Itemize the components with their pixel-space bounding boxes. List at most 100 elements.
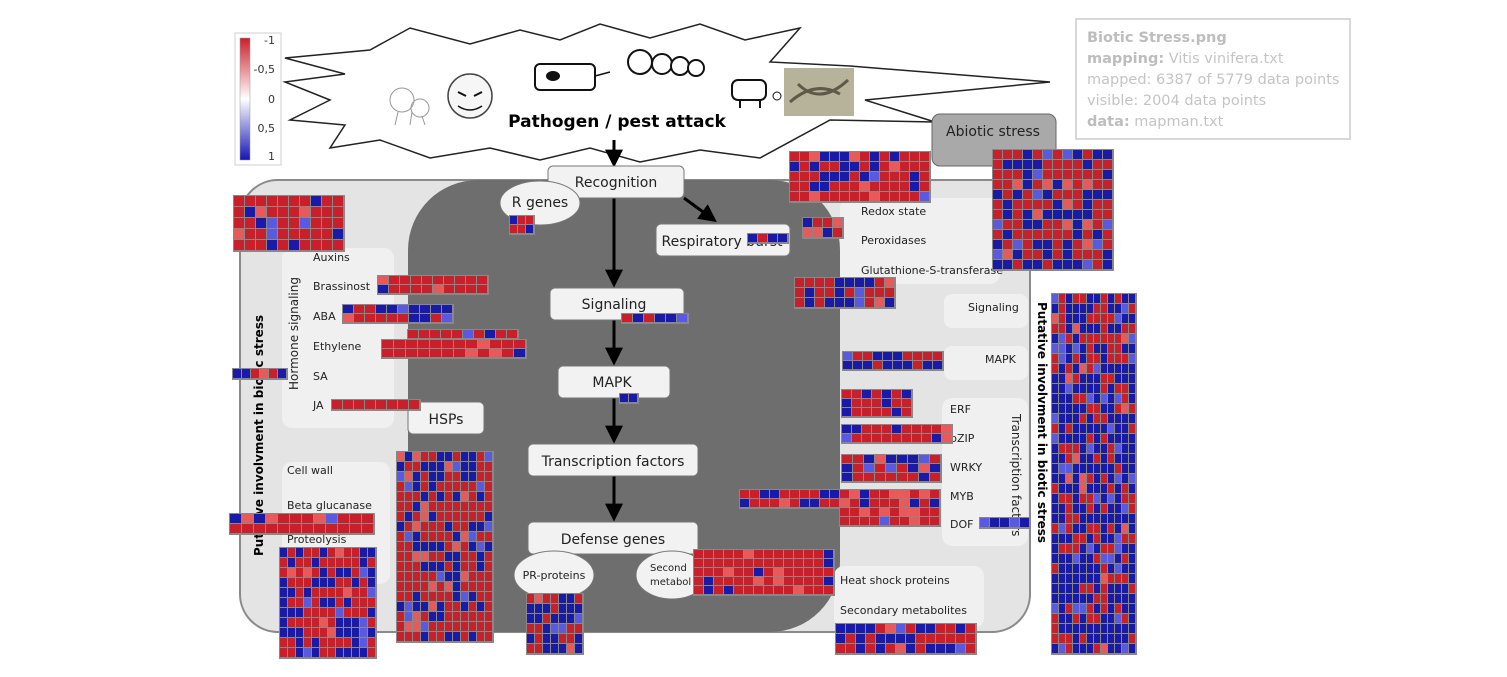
heatmap-cell xyxy=(477,492,484,501)
heatmap-cell xyxy=(575,644,582,653)
heatmap-cell xyxy=(910,172,919,181)
heatmap-cell xyxy=(1094,424,1100,433)
heatmap-cell xyxy=(897,455,907,463)
heatmap-cell xyxy=(314,514,325,523)
heatmap-cell xyxy=(312,558,319,567)
heatmap-cell xyxy=(813,218,822,227)
heatmap-cell xyxy=(1129,384,1135,393)
redox-panel xyxy=(840,198,1000,284)
heatmap-cell xyxy=(477,522,484,531)
heatmap-cell xyxy=(900,499,909,507)
heatmap-cell xyxy=(1063,260,1072,269)
heatmap-cell xyxy=(1073,534,1079,543)
heatmap-cell xyxy=(397,502,404,511)
heatmap-cell xyxy=(280,648,287,657)
heatmap-cell xyxy=(445,492,452,501)
heatmap-cell xyxy=(1066,484,1072,493)
heatmap-cell xyxy=(1129,554,1135,563)
heatmap-cell xyxy=(474,330,484,338)
heatmap-cell xyxy=(1080,464,1086,473)
heatmap-cell xyxy=(1052,394,1058,403)
heatmap-cell xyxy=(1003,240,1012,249)
heatmap-cell xyxy=(860,490,869,498)
heatmap-cell xyxy=(288,648,295,657)
heatmap-cell xyxy=(382,349,393,357)
heatmap-cell xyxy=(1013,180,1022,189)
heatmap-cell xyxy=(920,172,929,181)
heatmap-cell xyxy=(916,624,925,633)
heatmap-cell xyxy=(864,464,874,472)
heatmap-cell xyxy=(336,558,343,567)
heatmap-cell xyxy=(477,462,484,471)
heatmap-cell xyxy=(850,182,859,191)
heatmap-cell xyxy=(418,340,429,348)
heatmap-cell xyxy=(803,218,812,227)
heatmap-cell xyxy=(343,400,353,409)
heatmap-cell xyxy=(575,634,582,643)
heatmap-cell xyxy=(770,490,779,498)
heatmap-cell xyxy=(629,394,637,402)
heatmap-cell xyxy=(320,638,327,647)
heatmap-cell xyxy=(1066,314,1072,323)
heatmap-cell xyxy=(870,508,879,516)
heatmap-cell xyxy=(1108,424,1114,433)
heatmap-cell xyxy=(1101,374,1107,383)
heatmap-cell xyxy=(1066,454,1072,463)
heatmap-cell xyxy=(1073,564,1079,573)
heatmap-cell xyxy=(1101,454,1107,463)
heatmap-cell xyxy=(1080,604,1086,613)
heatmap-cell xyxy=(900,152,909,161)
heatmap-cell xyxy=(810,162,819,171)
heatmap-cell xyxy=(365,400,375,409)
heatmap-cell xyxy=(413,452,420,461)
heatmap-cell xyxy=(455,276,465,284)
heatmap-cell xyxy=(296,598,303,607)
heatmap-cell xyxy=(1108,464,1114,473)
heatmap-cell xyxy=(1115,594,1121,603)
heatmap-cell xyxy=(477,482,484,491)
heatmap-cell xyxy=(1073,210,1082,219)
heatmap-cell xyxy=(1073,374,1079,383)
heatmap-cell xyxy=(452,330,462,338)
heatmap-cell xyxy=(429,462,436,471)
heatmap-cell xyxy=(1108,444,1114,453)
heatmap-cell xyxy=(352,548,359,557)
heatmap-cell xyxy=(1122,614,1128,623)
heatmap-cell xyxy=(694,568,703,576)
heatmap-cell xyxy=(704,550,713,558)
heatmap-cell xyxy=(875,473,885,481)
heatmap-cell xyxy=(378,285,388,293)
heatmap-cell xyxy=(1052,414,1058,423)
heatmap-cell xyxy=(1052,524,1058,533)
heatmap-cell xyxy=(289,240,299,250)
heatmap-cell xyxy=(455,285,465,293)
heatmap-cell xyxy=(490,349,501,357)
heatmap-cell xyxy=(485,592,492,601)
heatmap-cell xyxy=(1013,230,1022,239)
heatmap-cell xyxy=(872,434,881,442)
heatmap-cell xyxy=(527,604,534,613)
heatmap-cell xyxy=(453,622,460,631)
heatmap-cell xyxy=(910,192,919,201)
heatmap-cell xyxy=(510,225,517,233)
heatmap-cell xyxy=(322,240,332,250)
heatmap-cell xyxy=(267,196,277,206)
heatmap-cell xyxy=(830,490,839,498)
peroxidases-label: Peroxidases xyxy=(861,234,926,247)
heatmap-cell xyxy=(804,550,813,558)
heatmap-cell xyxy=(835,288,844,297)
heatmap-cell xyxy=(872,408,881,416)
gst-label: Glutathione-S-transferase xyxy=(861,264,1003,277)
heatmap-cell xyxy=(559,624,566,633)
heatmap-cell xyxy=(1129,504,1135,513)
heatmap-cell xyxy=(926,634,935,643)
heatmap-cell xyxy=(933,361,942,369)
heatmap-cell xyxy=(1129,524,1135,533)
aba-label: ABA xyxy=(313,310,336,323)
heatmap-cell xyxy=(1080,344,1086,353)
heatmap-cell xyxy=(850,499,859,507)
heatmap-cell xyxy=(1094,294,1100,303)
heatmap-cell xyxy=(1087,624,1093,633)
heatmap-cell xyxy=(936,644,945,653)
heatmap-cell xyxy=(1059,494,1065,503)
